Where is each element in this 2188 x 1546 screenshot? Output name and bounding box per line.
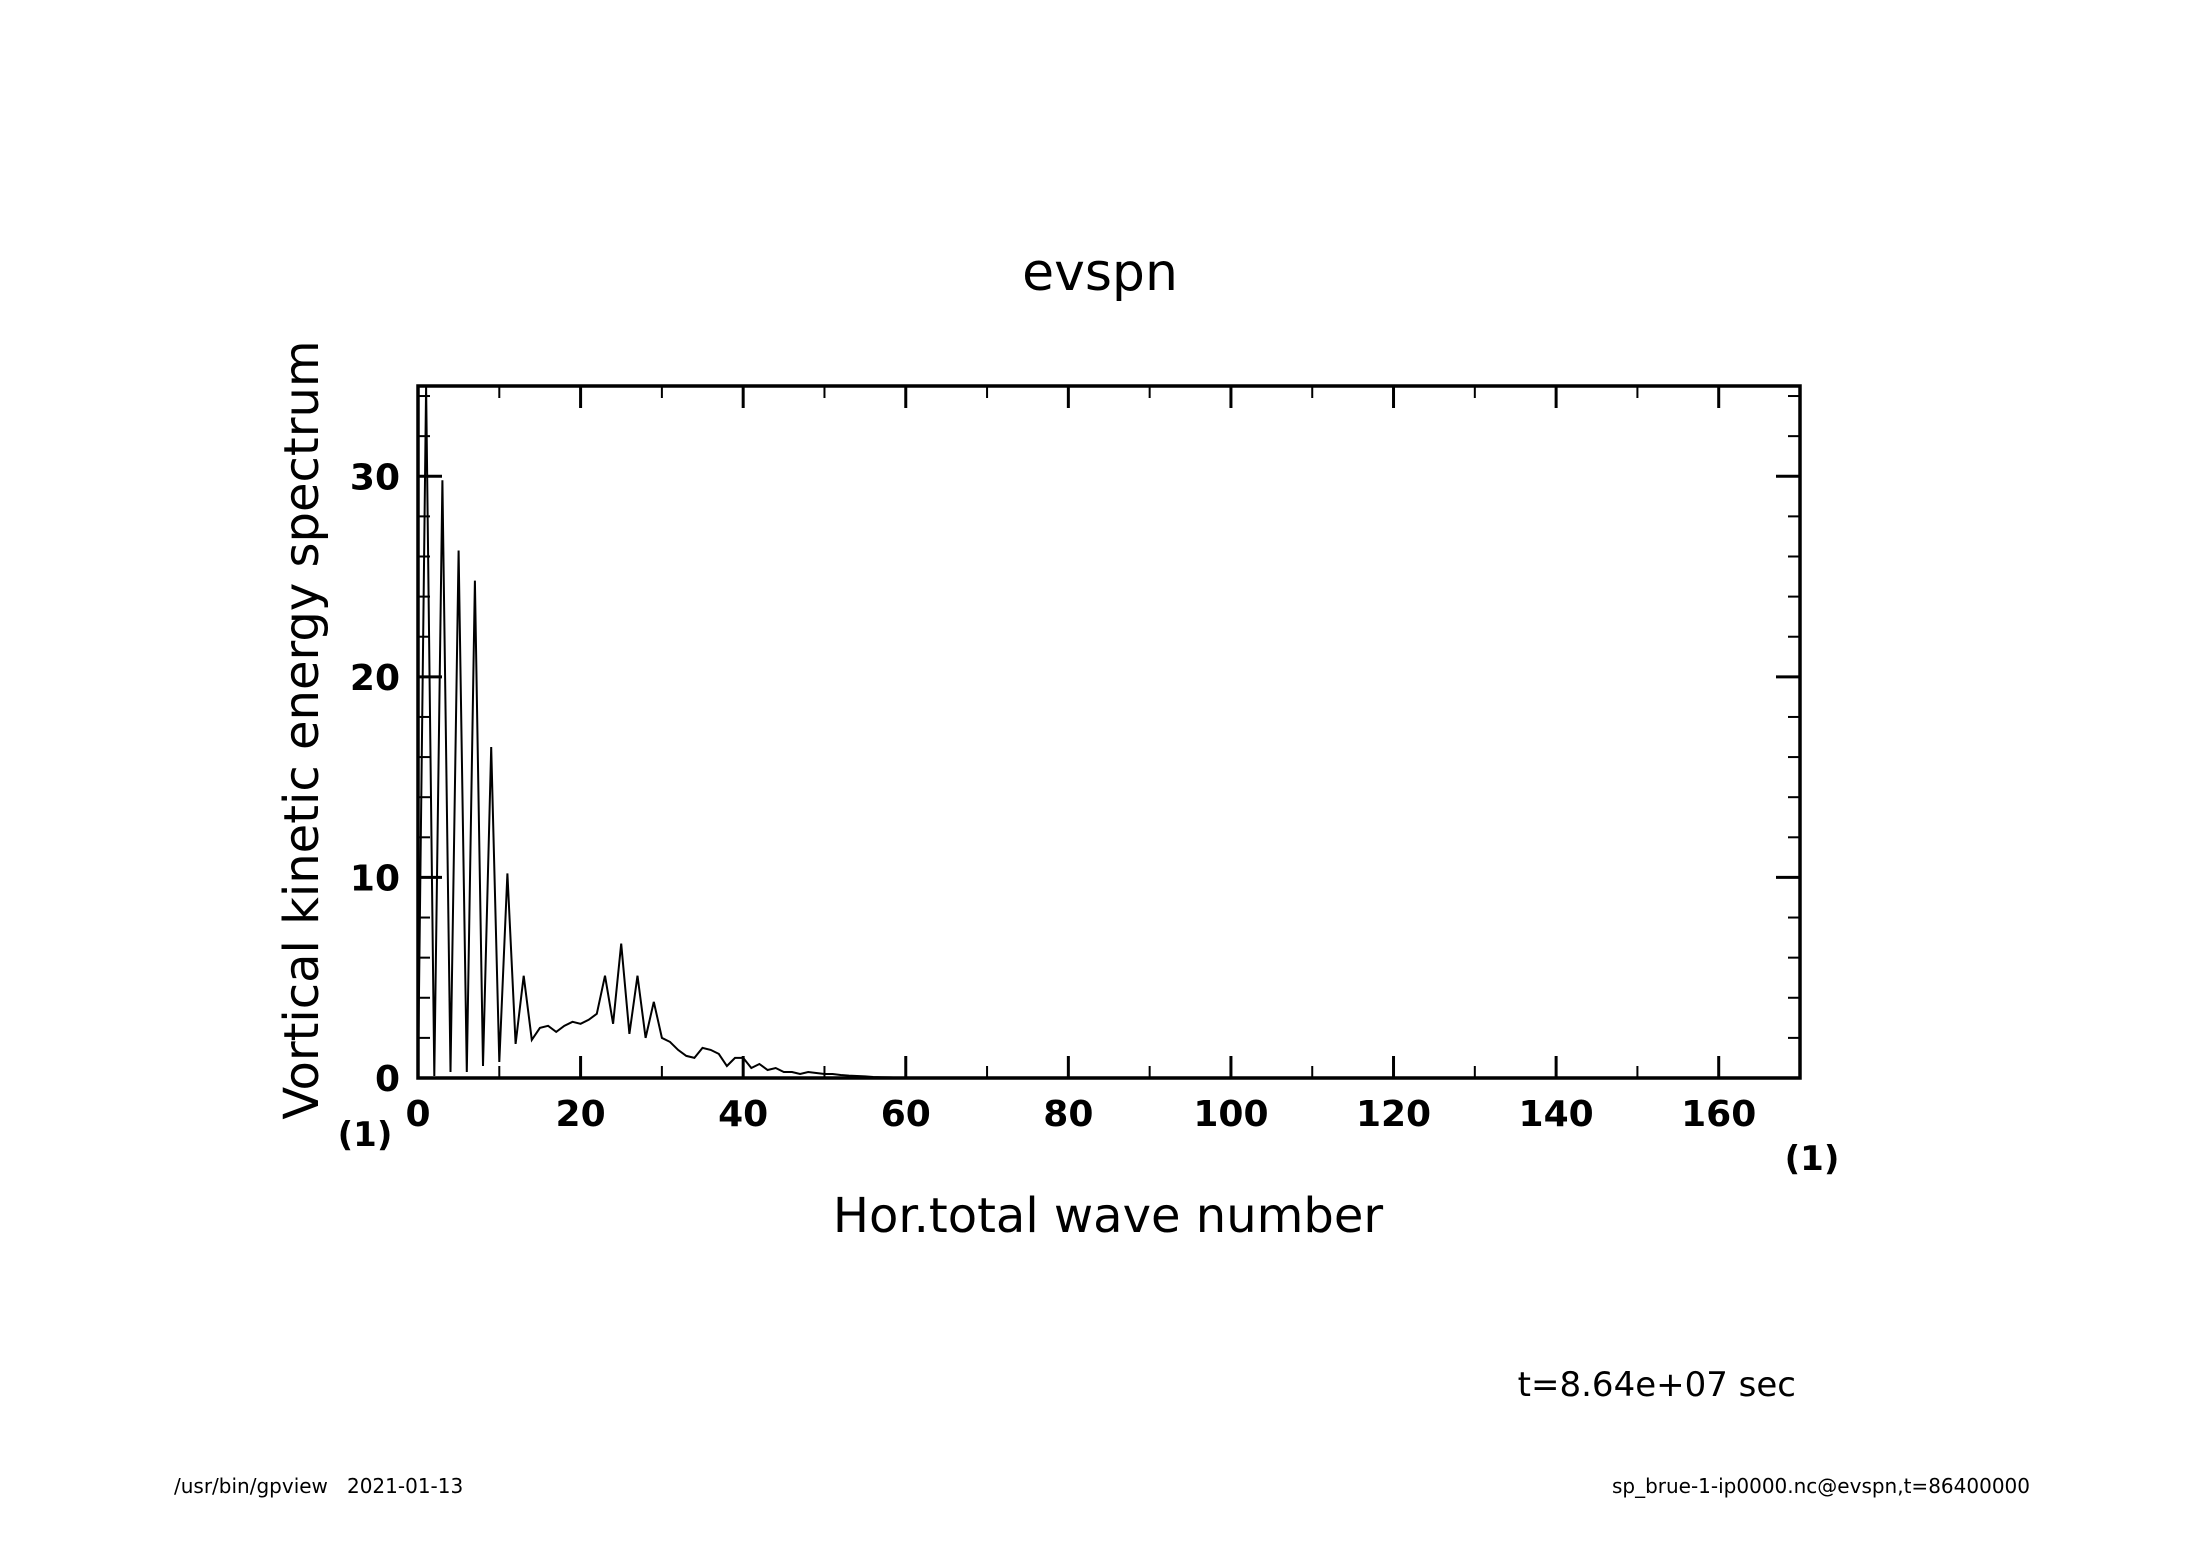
y-tick-label: 20	[350, 658, 400, 699]
x-tick-label: 80	[1043, 1094, 1093, 1135]
plot-area: 0 20 40 60 80 100 120 140 160 0 10 20 30	[350, 384, 1802, 1135]
y-tick-label: 30	[350, 457, 400, 498]
x-tick-label: 100	[1193, 1094, 1268, 1135]
x-tick-label: 60	[881, 1094, 931, 1135]
footer-right: sp_brue-1-ip0000.nc@evspn,t=86400000	[1612, 1474, 2030, 1498]
x-tick-label: 160	[1681, 1094, 1756, 1135]
x-tick-label: 0	[405, 1094, 430, 1135]
x-tick-label: 20	[556, 1094, 606, 1135]
plot-frame	[416, 384, 1802, 1080]
x-axis-unit: (1)	[1785, 1139, 1840, 1179]
x-tick-label: 140	[1519, 1094, 1594, 1135]
x-tick-label: 120	[1356, 1094, 1431, 1135]
time-annotation: t=8.64e+07 sec	[1518, 1365, 1796, 1405]
series-line-0	[417, 385, 1800, 1079]
x-tick-label: 40	[718, 1094, 768, 1135]
y-tick-label: 0	[375, 1059, 400, 1100]
y-axis-unit: (1)	[338, 1115, 393, 1155]
y-tick-label: 10	[350, 858, 400, 899]
footer-left: /usr/bin/gpview 2021-01-13	[174, 1474, 463, 1498]
chart-title: evspn	[1022, 243, 1178, 303]
x-axis-label: Hor.total wave number	[833, 1188, 1384, 1244]
y-axis-label: Vortical kinetic energy spectrum	[274, 340, 330, 1119]
